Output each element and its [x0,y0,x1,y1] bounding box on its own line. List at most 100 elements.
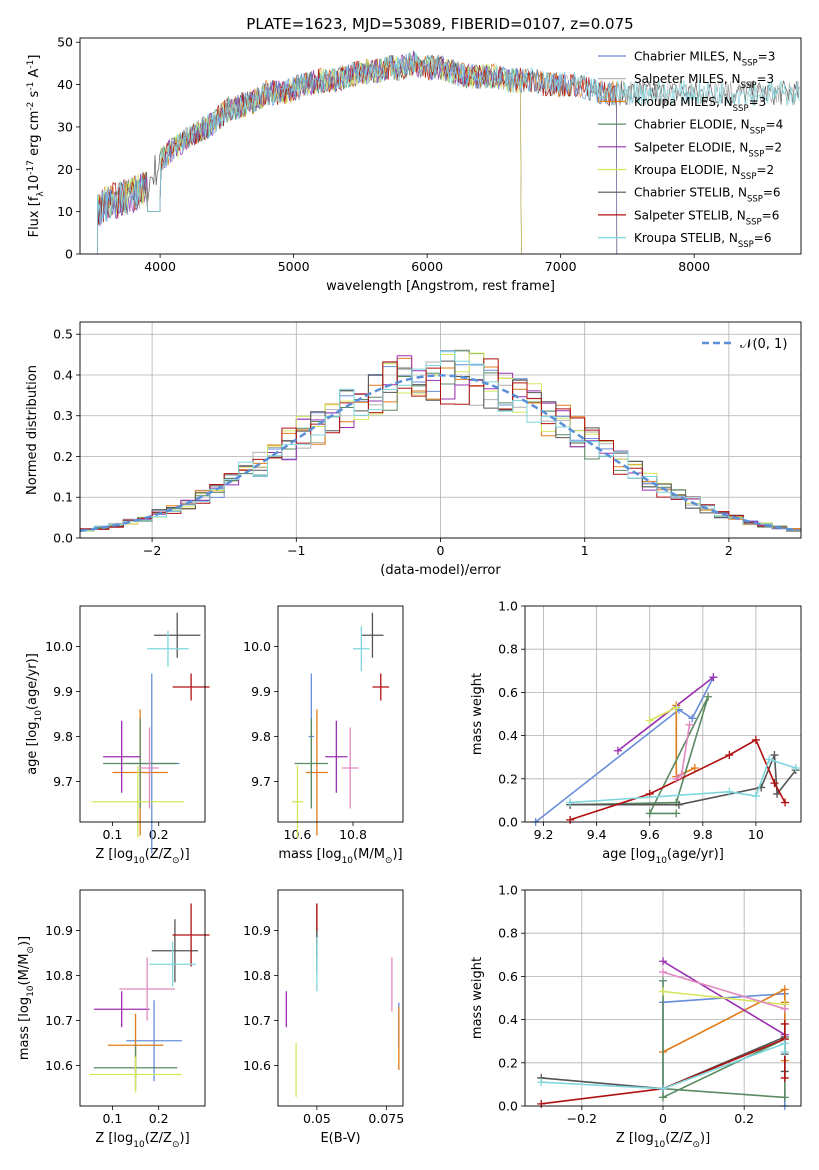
x-tick-label: 0.1 [102,827,122,842]
y-tick-label: 10.9 [45,923,73,938]
series-marker [690,764,699,772]
y-tick-label: 0.1 [53,490,73,505]
series-marker [725,751,734,760]
legend-label: Kroupa ELODIE, NSSP=2 [634,163,774,182]
y-tick-label: 0.4 [53,367,73,382]
series-marker [688,714,697,723]
series-marker [791,764,800,772]
y-tick-label: 0.5 [53,327,73,342]
y-tick-label: 50 [57,35,73,50]
axes-frame [79,605,206,823]
y-tick-label: 0.6 [498,685,518,700]
x-axis-label: age [log10(age/yr)] [602,847,724,866]
y-tick-label: 0.8 [498,642,518,657]
series-marker [780,1093,789,1102]
y-tick-label: 0.0 [498,1099,518,1114]
histogram-step [80,351,801,533]
y-tick-label: 0.3 [53,408,73,423]
series-line [649,706,677,722]
x-tick-label: 0 [659,1111,667,1126]
legend-label: Salpeter MILES, NSSP=3 [634,72,774,91]
series-marker [537,1078,546,1087]
spectrum-panel: 4000 5000 6000 7000 8000 0 10 20 30 40 50 wavelengt… [26,35,802,294]
axes-frame [79,889,206,1107]
y-tick-label: 10.0 [243,639,271,654]
series-marker [672,774,681,783]
y-tick-label: 0.8 [498,926,518,941]
figure-title: PLATE=1623, MJD=53089, FIBERID=0107, z=0… [246,15,633,33]
x-tick-label: 10 [748,827,764,842]
series-marker [751,792,760,801]
y-tick-label: 30 [57,119,73,134]
spectrum-line [97,52,800,254]
series-marker [780,1004,789,1013]
series-marker [781,798,790,807]
y-tick-label: 1.0 [498,599,518,614]
legend-label: Chabrier STELIB, NSSP=6 [634,186,781,205]
ebv-mass-panel: 0.05 0.075 10.6 10.7 10.8 10.9 E(B-V) [243,889,404,1146]
series-marker [780,985,789,994]
series-line [570,754,797,806]
x-axis-label: Z [log10(Z/Z⊙)] [95,847,189,866]
y-tick-label: 0.0 [498,815,518,830]
y-tick-label: 10.8 [243,968,271,983]
series-marker [780,1019,789,1028]
x-tick-label: 0.05 [303,1111,331,1126]
axes-frame [524,605,802,823]
x-tick-label: 9.4 [587,827,607,842]
y-axis-label: Flux [fλ10-17 erg cm-2 s-1 A-1] [26,55,46,238]
y-tick-label: 9.7 [53,774,73,789]
series-marker [672,703,681,712]
x-tick-label: 4000 [144,259,176,274]
x-tick-label: 2 [725,543,733,558]
series-marker [659,1093,667,1102]
x-tick-label: 9.6 [640,827,660,842]
y-tick-label: 10.6 [45,1058,73,1073]
series-marker [659,968,667,977]
x-tick-label: 0.2 [149,1111,169,1126]
series-marker [780,1073,789,1082]
axes-frame [277,605,404,823]
x-tick-label: 9.8 [693,827,713,842]
x-axis-label: mass [log10(M/M⊙)] [278,847,402,866]
series-marker [674,800,683,809]
y-tick-label: 10.9 [243,923,271,938]
legend-label: Kroupa MILES, NSSP=3 [634,95,766,114]
series-marker [613,746,622,755]
y-tick-label: 0.0 [53,531,73,546]
series-marker [537,1099,546,1108]
x-axis-label: E(B-V) [320,1131,360,1146]
series-marker [751,735,760,744]
y-tick-label: 10.8 [45,968,73,983]
spectrum-line [97,54,618,254]
series-marker [566,798,575,807]
x-tick-label: −0.2 [567,1111,597,1126]
x-tick-label: 10.8 [339,827,367,842]
x-tick-label: 6000 [411,259,443,274]
series-marker [685,720,694,729]
legend-label: Chabrier ELODIE, NSSP=4 [634,118,783,137]
series-marker [645,809,654,818]
y-tick-label: 0.4 [498,728,518,743]
y-tick-label: 0.4 [498,1012,518,1027]
series-marker [725,787,734,796]
z-age-panel: 0.1 0.2 9.7 9.8 9.9 10.0 Z [log10(Z/Z⊙)] age [l… [25,605,210,866]
y-axis-label: mass [log10(M/M⊙)] [17,936,36,1060]
y-tick-label: 9.9 [53,684,73,699]
spectrum-line [97,50,533,254]
series-line [535,676,715,823]
axes-frame [79,37,802,255]
z-mass-panel: 0.1 0.2 10.6 10.7 10.8 10.9 Z [log10(Z/Z⊙)] mas… [17,889,210,1150]
y-tick-label: 0.2 [498,771,518,786]
series-marker [765,755,774,764]
series-marker [672,809,681,818]
series-marker [770,779,779,788]
series-line [541,1042,786,1090]
legend-label: Salpeter ELODIE, NSSP=2 [634,140,782,159]
y-tick-label: 0.2 [53,449,73,464]
legend-label: Salpeter STELIB, NSSP=6 [634,208,779,227]
x-tick-label: −2 [143,543,161,558]
x-tick-label: 9.2 [534,827,554,842]
x-tick-label: −1 [287,543,305,558]
y-tick-label: 0.6 [498,969,518,984]
